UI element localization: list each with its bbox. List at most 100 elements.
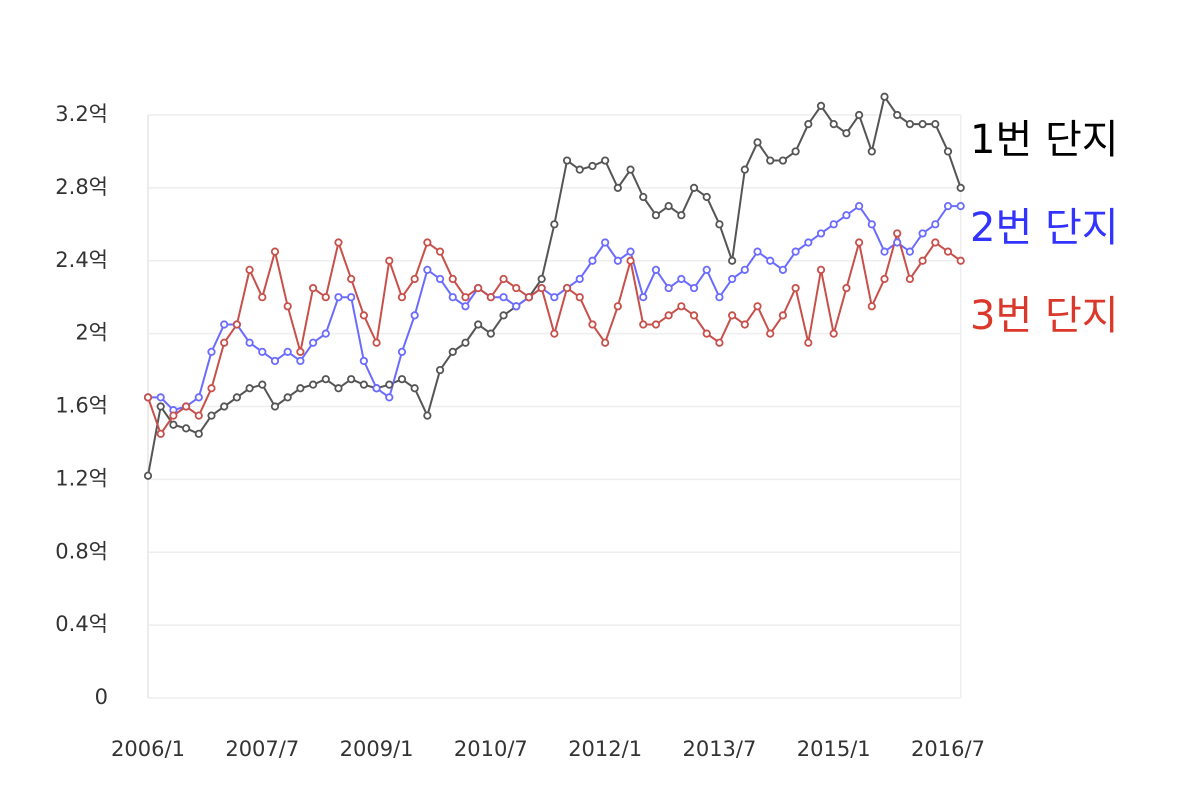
point (905, 247, 915, 256)
x-tick-label: 2013/7 (682, 737, 756, 761)
point (220, 402, 229, 411)
point (702, 192, 711, 202)
point (766, 256, 775, 265)
point (296, 347, 305, 356)
point (283, 347, 292, 356)
point (156, 429, 165, 438)
point (347, 274, 356, 284)
point (245, 265, 254, 274)
point (207, 411, 216, 420)
y-tick-label: 0.8억 (55, 539, 108, 563)
point (651, 265, 661, 274)
point (931, 238, 940, 247)
point (804, 238, 813, 247)
point (842, 129, 851, 138)
point (220, 320, 229, 329)
point (486, 329, 495, 338)
point (778, 311, 788, 320)
point (385, 256, 394, 265)
point (728, 274, 737, 284)
point (816, 101, 826, 110)
point (905, 120, 915, 129)
point (829, 220, 838, 229)
point (423, 238, 432, 247)
point (524, 293, 534, 302)
point (715, 293, 724, 302)
legend-label: 1번 단지 (970, 117, 1119, 163)
y-tick-label: 0.4억 (55, 612, 108, 636)
point (308, 380, 318, 389)
point (461, 293, 470, 302)
point (804, 120, 813, 129)
point (169, 411, 178, 420)
point (435, 365, 445, 375)
point (181, 402, 191, 411)
point (562, 283, 572, 293)
point (347, 293, 356, 302)
point (397, 375, 407, 384)
point (321, 329, 330, 338)
point (423, 411, 432, 420)
point (270, 247, 280, 256)
point (448, 274, 457, 284)
point (194, 429, 203, 438)
point (448, 293, 457, 302)
point (829, 329, 838, 338)
point (715, 338, 724, 347)
point (296, 384, 305, 393)
point (816, 229, 826, 238)
point (855, 201, 864, 211)
y-tick-label: 1.2억 (55, 466, 108, 490)
point (639, 293, 648, 302)
point (626, 165, 635, 174)
point (804, 338, 813, 347)
point (588, 320, 597, 329)
point (550, 329, 559, 338)
point (702, 329, 711, 338)
y-tick-label: 1.6억 (55, 394, 108, 418)
point (512, 302, 521, 311)
point (880, 247, 889, 256)
y-tick-label: 3.2억 (55, 102, 108, 126)
point (778, 156, 788, 165)
point (207, 384, 216, 393)
point (334, 238, 343, 247)
point (283, 393, 292, 402)
point (702, 265, 711, 274)
point (296, 356, 305, 366)
point (385, 380, 394, 389)
x-tick-label: 2016/7 (911, 737, 985, 761)
point (893, 238, 902, 247)
point (613, 256, 622, 265)
point (664, 311, 673, 320)
point (359, 380, 368, 389)
point (270, 402, 280, 411)
point (918, 120, 927, 129)
point (855, 110, 864, 120)
point (918, 229, 927, 238)
point (715, 220, 724, 229)
point (194, 393, 203, 402)
point (410, 384, 419, 393)
x-tick-label: 2012/1 (568, 737, 642, 761)
point (232, 320, 241, 329)
point (461, 302, 470, 311)
point (893, 229, 902, 238)
y-tick-label: 2억 (75, 321, 108, 345)
point (753, 138, 762, 147)
point (677, 211, 686, 220)
point (677, 274, 686, 284)
point (143, 471, 153, 480)
point (499, 311, 508, 320)
point (918, 256, 927, 265)
series-line (148, 204, 961, 412)
point (689, 283, 699, 293)
point (372, 338, 381, 347)
point (931, 120, 940, 129)
point (905, 274, 915, 284)
point (245, 384, 254, 393)
point (245, 338, 254, 347)
point (753, 302, 762, 311)
point (512, 283, 521, 293)
